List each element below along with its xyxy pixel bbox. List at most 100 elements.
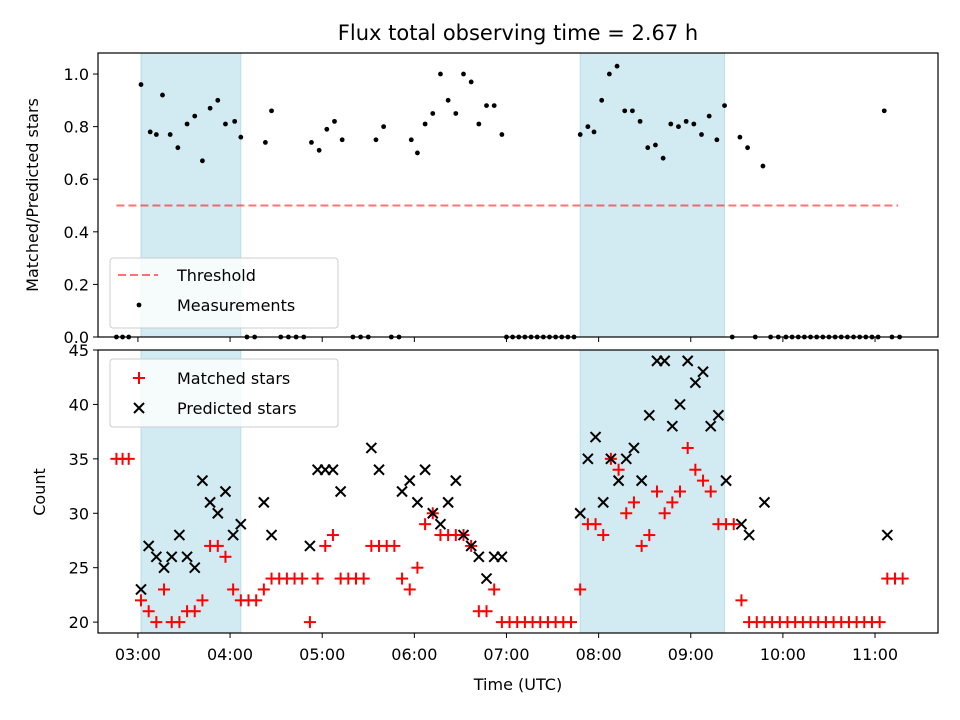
measurement-point [207,105,213,111]
predicted-marker-stroke [496,551,508,563]
predicted-star-marker [196,474,209,487]
matched-star-marker [612,463,625,476]
matched-star-marker [326,529,339,542]
matched-star-marker [134,594,147,607]
count-y-axis-label: Count [30,468,49,516]
predicted-marker-stroke [265,529,278,541]
predicted-star-marker [496,551,508,563]
x-tick-label: 09:00 [668,645,714,664]
predicted-star-marker [219,485,232,498]
predicted-marker-stroke [135,583,147,596]
predicted-marker-stroke [582,453,594,465]
predicted-marker-stroke [643,409,656,422]
matched-star-marker [488,583,501,596]
matched-star-marker [403,583,416,596]
matched-star-marker [396,572,409,585]
measurement-point [453,111,459,116]
x-tick-label: 06:00 [391,645,437,664]
measurement-point [138,82,144,87]
predicted-star-marker [396,485,408,498]
measurement-point [660,155,666,161]
matched-star-marker [257,583,270,596]
measurement-point [223,121,228,127]
predicted-marker-stroke [219,485,232,498]
y-tick-label: 25 [69,559,89,578]
measurement-point [484,103,489,108]
matched-star-marker [480,605,493,618]
matched-star-marker [727,518,740,531]
predicted-star-marker [666,420,679,432]
predicted-star-marker [411,496,424,509]
matched-star-marker [589,518,602,531]
matched-star-marker [211,539,224,552]
count-x-ticks: 03:00 04:00 05:00 06:00 07:00 08:00 09:00 10:00… [115,633,898,664]
count-panel: 20 25 30 35 40 45 03:00 04:00 05:00 06:00 07:00 08… [30,341,939,694]
measurement-point [192,113,198,119]
measurement-point [332,118,337,124]
predicted-marker-stroke [658,355,671,367]
predicted-star-marker [720,474,732,487]
matched-star-marker [173,616,186,629]
chart-title: Flux total observing time = 2.67 h [338,21,698,45]
matched-star-marker [689,463,702,476]
measurement-point [668,121,674,127]
ratio-legend-box [109,257,339,329]
matched-star-marker [419,518,432,531]
matched-star-marker [674,485,687,498]
predicted-star-marker [758,496,771,509]
measurement-point [339,137,345,143]
matched-star-marker [896,572,909,585]
predicted-star-marker [427,507,439,519]
measurement-point [160,92,165,98]
predicted-marker-stroke [666,420,679,432]
predicted-star-marker [373,464,385,476]
ratio-y-axis-label: Matched/Predicted stars [23,98,42,292]
x-tick-label: 08:00 [576,645,622,664]
x-tick-label: 05:00 [299,645,345,664]
predicted-star-marker [480,572,493,585]
predicted-star-marker [265,529,278,541]
count-panel-frame [97,349,939,634]
measurement-point [269,108,274,114]
measurement-point [147,129,153,135]
ratio-y-ticks: 0.0 0.2 0.4 0.6 0.8 1.0 [64,65,98,347]
y-tick-label: 0.8 [64,118,89,137]
matched-star-marker [158,583,171,596]
x-axis-label: Time (UTC) [473,675,562,694]
x-tick-label: 10:00 [760,645,806,664]
predicted-marker-stroke [712,409,725,422]
matched-star-marker [296,572,309,585]
predicted-marker-stroke [327,464,339,476]
matched-star-marker [666,496,679,509]
predicted-marker-stroke [204,496,216,509]
measurement-point [175,145,181,151]
measurement-point [577,132,583,137]
measurement-point [699,132,704,137]
predicted-marker-stroke [365,442,378,454]
predicted-star-marker [574,507,586,519]
observation-band [579,52,726,338]
predicted-marker-stroke [150,551,163,563]
predicted-star-marker [204,496,216,509]
measurement-point [737,134,743,140]
matched-star-marker [635,539,648,552]
y-tick-label: 45 [69,341,89,360]
predicted-star-marker [150,551,163,563]
measurement-point [645,145,651,151]
predicted-marker-stroke [404,474,416,487]
matched-star-marker [227,583,240,596]
ratio-legend: Threshold Measurements [109,257,339,329]
predicted-star-marker [365,442,378,454]
matched-star-marker [597,529,610,542]
predicted-star-marker [181,551,193,563]
predicted-star-marker [465,540,477,552]
predicted-marker-stroke [181,551,193,563]
measurement-point [676,124,681,130]
predicted-marker-stroke [720,474,732,487]
matched-star-marker [188,605,201,618]
predicted-marker-stroke [697,366,709,378]
y-tick-label: 1.0 [64,65,89,84]
predicted-star-marker [597,496,609,509]
matched-star-marker [627,496,640,509]
